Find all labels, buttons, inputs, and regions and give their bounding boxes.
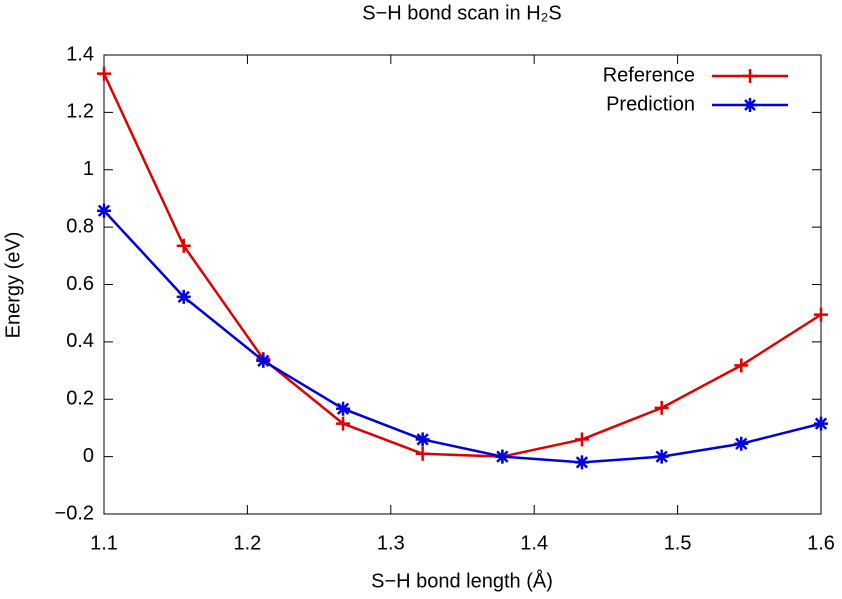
y-tick-label: 0.6 bbox=[66, 273, 94, 295]
x-tick-label: 1.2 bbox=[233, 532, 261, 554]
point bbox=[176, 238, 191, 253]
legend-label: Prediction bbox=[606, 93, 695, 115]
x-tick-label: 1.4 bbox=[520, 532, 548, 554]
x-axis-label: S−H bond length (Å) bbox=[371, 569, 553, 592]
marker-stroke bbox=[177, 290, 190, 303]
y-tick-label: 0.2 bbox=[66, 388, 94, 410]
point bbox=[574, 455, 589, 470]
point bbox=[97, 66, 111, 81]
point bbox=[336, 416, 351, 431]
point bbox=[256, 353, 271, 368]
marker-stroke bbox=[416, 433, 429, 446]
point bbox=[654, 449, 669, 464]
point bbox=[415, 432, 430, 447]
x-tick-label: 1.1 bbox=[90, 532, 118, 554]
point bbox=[176, 289, 191, 304]
marker-stroke bbox=[744, 99, 756, 111]
y-tick-label: 0.8 bbox=[66, 215, 94, 237]
legend-label: Reference bbox=[603, 64, 695, 86]
point bbox=[654, 400, 669, 415]
legend-marker bbox=[743, 98, 757, 112]
point bbox=[734, 436, 749, 451]
series-line bbox=[103, 209, 822, 464]
point bbox=[97, 203, 111, 218]
point bbox=[734, 358, 749, 373]
marker-stroke bbox=[575, 456, 589, 469]
point bbox=[814, 416, 828, 431]
x-tick-label: 1.5 bbox=[664, 532, 692, 554]
marker-stroke bbox=[257, 354, 270, 367]
y-tick-label: 0 bbox=[83, 445, 94, 467]
point bbox=[814, 307, 828, 322]
marker-stroke bbox=[496, 450, 509, 463]
point bbox=[336, 401, 351, 416]
point bbox=[415, 446, 430, 461]
series-line bbox=[102, 73, 822, 458]
x-tick-label: 1.3 bbox=[377, 532, 405, 554]
point bbox=[495, 449, 510, 464]
y-tick-label: 1.2 bbox=[66, 101, 94, 123]
chart-title: S−H bond scan in H₂S bbox=[362, 2, 562, 24]
y-tick-label: 1 bbox=[83, 158, 94, 180]
legend-marker bbox=[743, 69, 757, 83]
marker-stroke bbox=[336, 402, 350, 415]
marker-stroke bbox=[735, 437, 748, 450]
y-tick-label: 0.4 bbox=[66, 330, 94, 352]
marker-stroke bbox=[655, 450, 668, 463]
x-tick-label: 1.6 bbox=[807, 532, 835, 554]
y-tick-label: 1.4 bbox=[66, 43, 94, 65]
marker-stroke bbox=[97, 204, 111, 217]
y-axis-label: Energy (eV) bbox=[2, 232, 24, 339]
point bbox=[574, 432, 589, 447]
marker-stroke bbox=[814, 417, 828, 430]
y-tick-label: −0.2 bbox=[55, 502, 94, 524]
